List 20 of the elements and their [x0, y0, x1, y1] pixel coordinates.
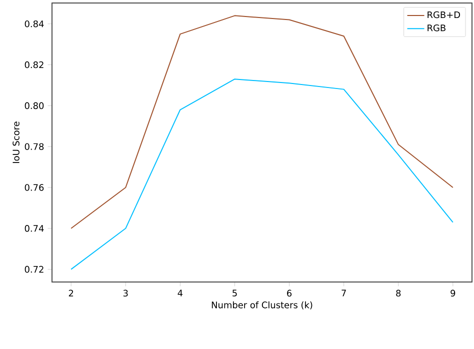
x-tick-label: 6: [287, 290, 292, 297]
y-tick-label: 0.84: [24, 20, 44, 28]
x-tick-label: 2: [68, 290, 74, 296]
y-axis-title: IoU Score: [12, 122, 20, 163]
line-series: [70, 78, 454, 270]
x-tick-label: 4: [178, 290, 183, 296]
y-tick-label: 0.80: [24, 102, 44, 110]
x-tick-label: 7: [342, 290, 346, 296]
y-tick-label: 0.72: [24, 266, 44, 273]
y-tick-label: 0.76: [24, 184, 44, 191]
y-tick-label: 0.74: [24, 225, 44, 232]
y-tick-label: 0.82: [24, 61, 44, 68]
x-axis-title: Number of Clusters (k): [212, 301, 312, 310]
y-tick-label: 0.78: [24, 143, 44, 150]
legend-label: RGB: [428, 24, 446, 32]
x-tick-label: 9: [450, 290, 456, 297]
legend-label: RGB+D: [428, 11, 460, 18]
x-tick-label: 8: [396, 290, 401, 297]
x-tick-label: 3: [123, 290, 128, 297]
x-tick-label: 5: [232, 290, 237, 296]
